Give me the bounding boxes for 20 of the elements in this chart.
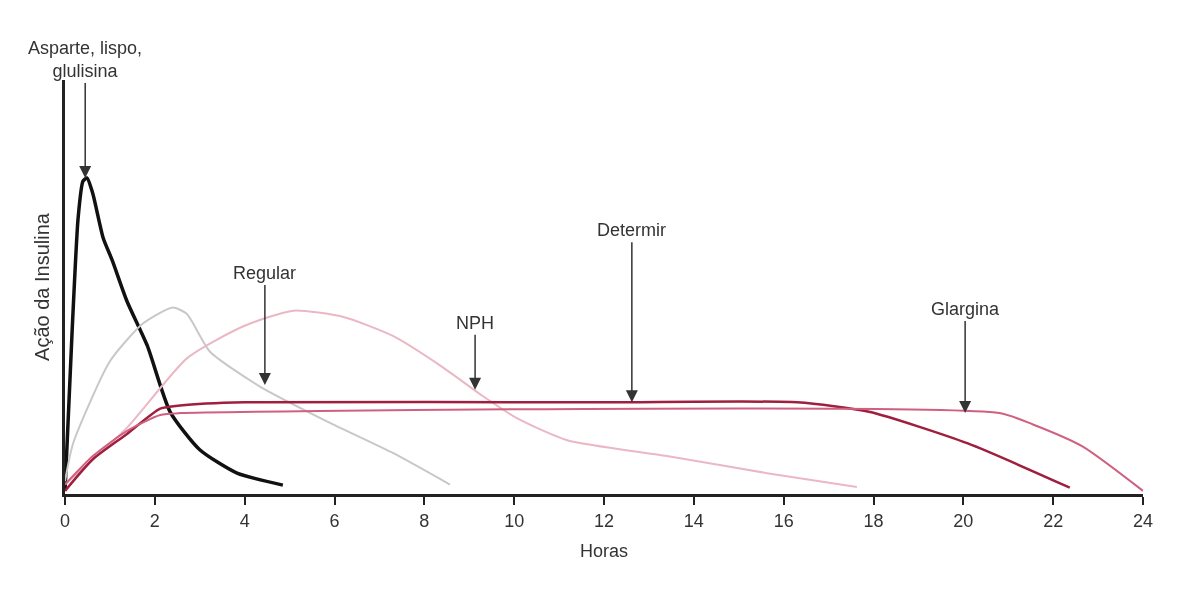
x-tick-label: 8 (419, 510, 430, 531)
x-tick-label: 20 (953, 510, 974, 531)
x-tick-label: 22 (1043, 510, 1064, 531)
x-tick-label: 2 (149, 510, 160, 531)
x-tick-label: 24 (1132, 510, 1154, 531)
annotation: Glargina (931, 299, 1001, 319)
x-axis-title: Horas (579, 540, 629, 561)
x-tick-label: 12 (593, 510, 615, 531)
x-tick-label: 18 (863, 510, 884, 531)
x-tick-label: 16 (773, 510, 794, 531)
x-tick-label: 0 (59, 510, 71, 531)
annotation: Asparte, lispo, glulisina (28, 38, 143, 82)
y-axis-title: Ação da Insulina (30, 212, 53, 361)
annotation: NPH (456, 313, 495, 333)
x-tick-label: 4 (239, 510, 250, 531)
annotation: Determir (597, 220, 667, 240)
x-tick-label: 6 (329, 510, 340, 531)
annotation: Regular (233, 263, 297, 283)
x-tick-label: 10 (504, 510, 525, 531)
x-tick-label: 14 (683, 510, 704, 531)
